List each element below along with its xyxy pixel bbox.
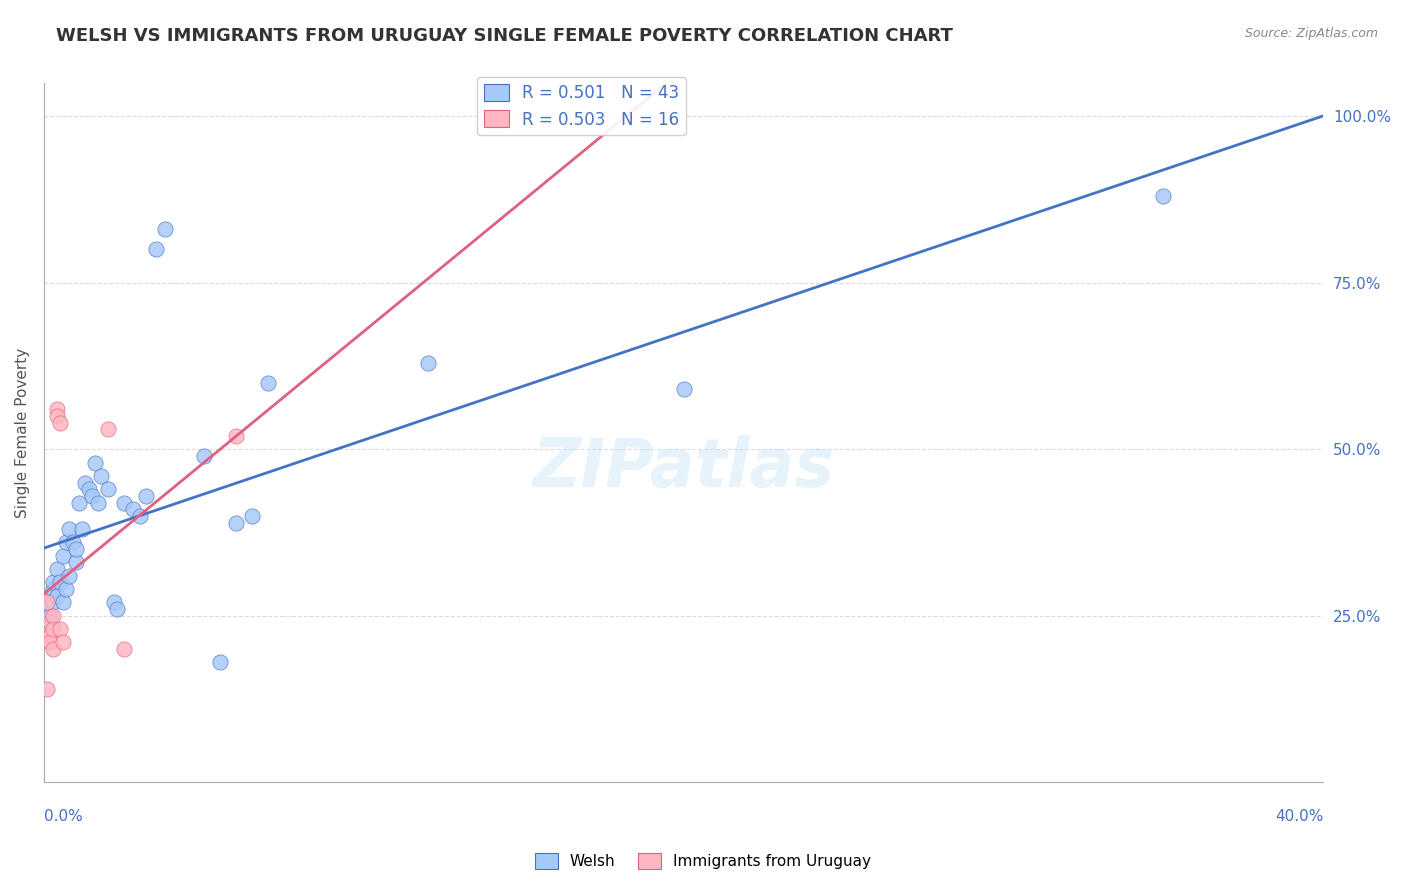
Point <box>77 482 100 496</box>
Point <box>155 222 177 236</box>
Point <box>145 243 167 257</box>
Legend: R = 0.501   N = 43, R = 0.503   N = 16: R = 0.501 N = 43, R = 0.503 N = 16 <box>477 78 686 136</box>
Point <box>97 422 120 436</box>
Point <box>122 502 145 516</box>
Point <box>39 589 62 603</box>
Point <box>65 542 87 557</box>
Point <box>49 622 72 636</box>
Point <box>135 489 157 503</box>
Point <box>84 456 107 470</box>
Point <box>112 495 135 509</box>
Point <box>52 549 75 563</box>
Point <box>49 416 72 430</box>
Point <box>55 582 77 596</box>
Point <box>58 522 80 536</box>
Point <box>39 629 62 643</box>
Point <box>52 595 75 609</box>
Point <box>225 516 247 530</box>
Point <box>49 575 72 590</box>
Point <box>35 681 58 696</box>
Point <box>45 409 67 423</box>
Point <box>103 595 125 609</box>
Point <box>256 376 278 390</box>
Point <box>42 575 65 590</box>
Point <box>67 495 90 509</box>
Point <box>128 508 150 523</box>
Point <box>45 402 67 417</box>
Point <box>80 489 103 503</box>
Point <box>87 495 110 509</box>
Point <box>39 615 62 630</box>
Point <box>42 595 65 609</box>
Text: ZIPatlas: ZIPatlas <box>533 434 835 500</box>
Point <box>42 582 65 596</box>
Point <box>52 635 75 649</box>
Point <box>45 589 67 603</box>
Point <box>97 482 120 496</box>
Text: WELSH VS IMMIGRANTS FROM URUGUAY SINGLE FEMALE POVERTY CORRELATION CHART: WELSH VS IMMIGRANTS FROM URUGUAY SINGLE … <box>56 27 953 45</box>
Point <box>65 556 87 570</box>
Legend: Welsh, Immigrants from Uruguay: Welsh, Immigrants from Uruguay <box>529 847 877 875</box>
Y-axis label: Single Female Poverty: Single Female Poverty <box>15 348 30 517</box>
Point <box>42 622 65 636</box>
Point <box>75 475 97 490</box>
Text: 0.0%: 0.0% <box>44 809 83 824</box>
Point <box>193 449 215 463</box>
Point <box>416 356 439 370</box>
Text: Source: ZipAtlas.com: Source: ZipAtlas.com <box>1244 27 1378 40</box>
Point <box>45 562 67 576</box>
Point <box>208 656 231 670</box>
Point <box>55 535 77 549</box>
Point <box>72 522 94 536</box>
Point <box>62 535 84 549</box>
Point <box>240 508 263 523</box>
Point <box>58 569 80 583</box>
Point <box>90 468 112 483</box>
Point <box>35 595 58 609</box>
Point <box>42 642 65 657</box>
Point <box>1152 189 1174 203</box>
Point <box>39 608 62 623</box>
Point <box>672 382 695 396</box>
Point <box>225 429 247 443</box>
Point <box>42 608 65 623</box>
Point <box>112 642 135 657</box>
Point <box>107 602 129 616</box>
Point <box>35 595 58 609</box>
Point <box>39 635 62 649</box>
Text: 40.0%: 40.0% <box>1275 809 1323 824</box>
